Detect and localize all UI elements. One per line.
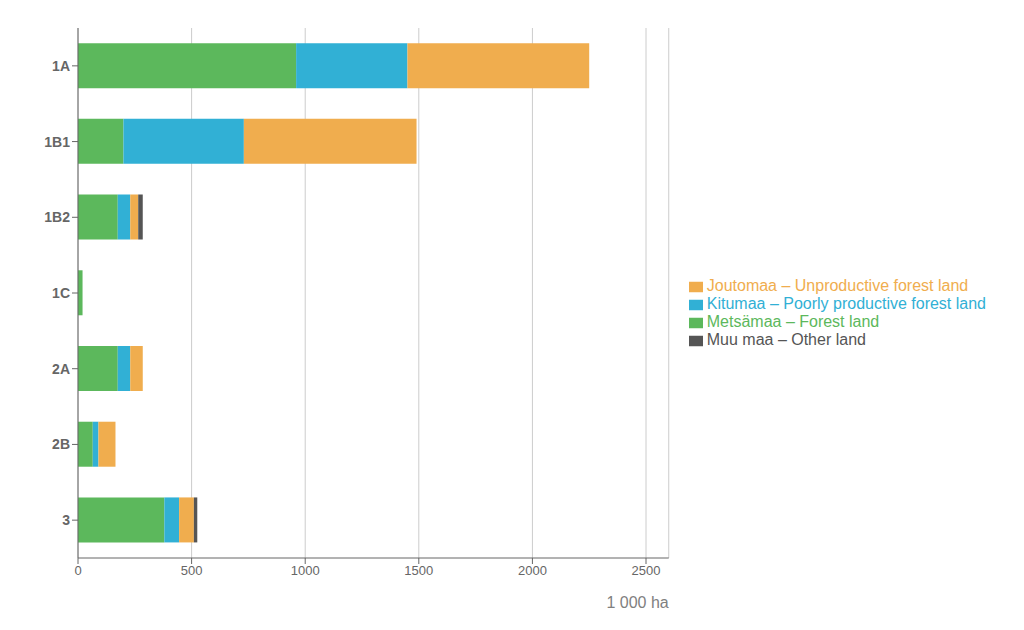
svg-text:2000: 2000 [518,563,547,578]
svg-text:1B1: 1B1 [44,134,70,150]
svg-text:1000: 1000 [291,563,320,578]
html-text:Joutomaa – Unproductive forest: Joutomaa – Unproductive forest land [706,277,969,294]
svg-text:3: 3 [62,512,70,528]
svg-text:500: 500 [181,563,203,578]
svg-text:2B: 2B [52,436,70,452]
svg-text:2A: 2A [52,361,70,377]
svg-text:1500: 1500 [404,563,433,578]
svg-text:1 000 ha: 1 000 ha [606,594,668,611]
html-text:Muu maa – Other land: Muu maa – Other land [706,331,866,348]
svg-text:1C: 1C [52,285,70,301]
html-text:Kitumaa – Poorly productive fo: Kitumaa – Poorly productive forest land [706,295,986,312]
svg-text:2500: 2500 [632,563,661,578]
svg-text:1B2: 1B2 [44,209,70,225]
html-text:Metsämaa – Forest land: Metsämaa – Forest land [706,313,880,330]
svg-text:0: 0 [74,563,81,578]
svg-text:1A: 1A [52,58,70,74]
